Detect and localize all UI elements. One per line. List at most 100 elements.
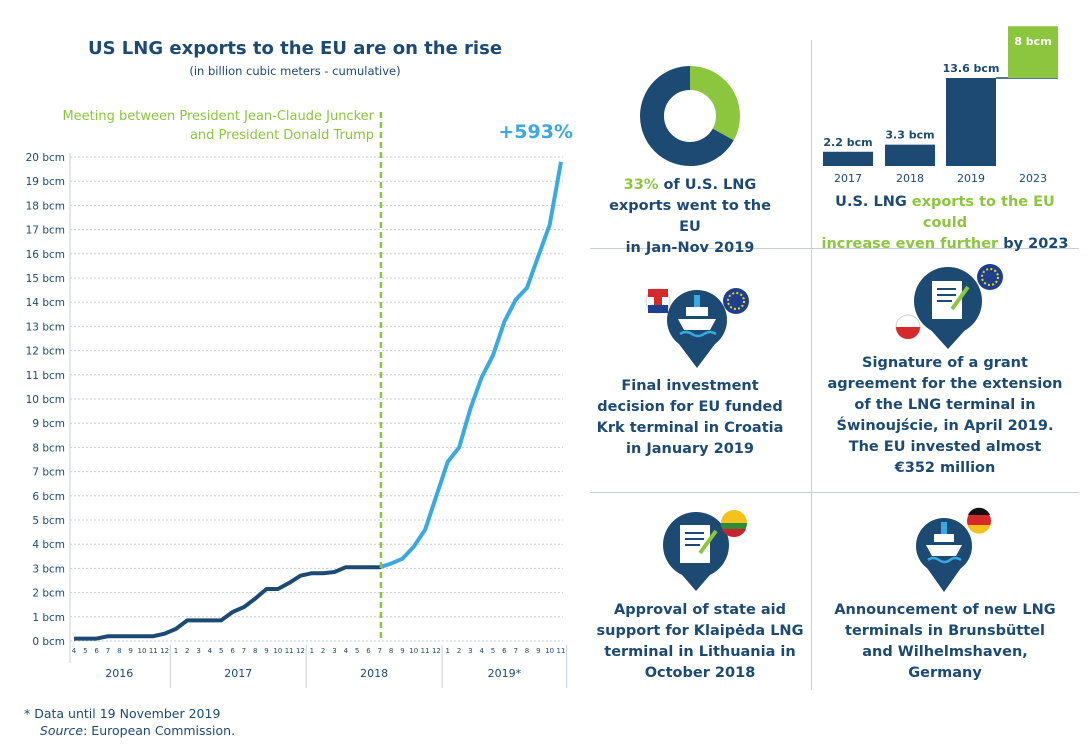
poland-flag-icon xyxy=(895,314,921,340)
x-month-label: 8 xyxy=(117,647,121,655)
x-month-label: 1 xyxy=(310,647,314,655)
x-month-label: 7 xyxy=(106,647,110,655)
x-month-label: 1 xyxy=(446,647,450,655)
bar-data-label: 3.3 bcm xyxy=(885,129,934,142)
y-tick-label: 6 bcm xyxy=(32,491,65,503)
page-title: US LNG exports to the EU are on the rise xyxy=(87,38,503,59)
eu-share-line3: in Jan-Nov 2019 xyxy=(625,240,755,256)
x-month-label: 2 xyxy=(321,647,325,655)
klaipeda-line: support for Klaipėda LNG xyxy=(596,623,804,639)
x-year-label: 2017 xyxy=(224,667,252,680)
x-month-label: 2 xyxy=(457,647,461,655)
x-month-label: 11 xyxy=(557,647,566,655)
footnote-data-note: * Data until 19 November 2019 xyxy=(24,706,221,721)
y-tick-label: 3 bcm xyxy=(32,563,65,575)
y-tick-label: 2 bcm xyxy=(32,588,65,600)
x-month-label: 9 xyxy=(536,647,540,655)
x-month-label: 12 xyxy=(432,647,441,655)
krk-line: decision for EU funded xyxy=(597,399,783,415)
footnote-source: Source: European Commission. xyxy=(24,722,235,739)
x-month-label: 12 xyxy=(296,647,305,655)
eu-share-text: 33% of U.S. LNG exports went to the EU i… xyxy=(596,175,784,259)
germany-line: and Wilhelmshaven, xyxy=(862,644,1028,660)
bar-caption-highlight1: exports to the EU could xyxy=(911,194,1055,231)
croatia-flag-icon xyxy=(645,288,671,314)
source-text: : European Commission. xyxy=(83,723,236,738)
bar xyxy=(1008,26,1058,78)
y-tick-label: 0 bcm xyxy=(32,636,65,648)
growth-annotation: +593% xyxy=(498,121,573,143)
x-month-label: 2 xyxy=(185,647,189,655)
x-month-label: 5 xyxy=(355,647,359,655)
y-tick-label: 12 bcm xyxy=(26,346,65,358)
bar-category-label: 2023 xyxy=(1019,172,1047,185)
y-tick-label: 20 bcm xyxy=(26,152,65,164)
x-month-label: 7 xyxy=(513,647,517,655)
x-month-label: 4 xyxy=(344,647,349,655)
exports-by-year-bar-chart: 2.2 bcm 2017 3.3 bcm 2018 13.6 bcm 2019 8 bcm 2… xyxy=(823,26,1058,185)
x-year-label: 2019* xyxy=(488,667,522,680)
divider-horizontal-1 xyxy=(590,248,1079,249)
krk-line: in January 2019 xyxy=(626,441,754,457)
swin-line: of the LNG terminal in xyxy=(854,397,1036,413)
x-month-label: 10 xyxy=(137,647,146,655)
meeting-annotation-line2: and President Donald Trump xyxy=(190,128,374,143)
bar-data-label: 8 bcm xyxy=(1014,35,1051,48)
x-month-label: 9 xyxy=(400,647,404,655)
ship-pin-icon xyxy=(645,288,749,368)
x-month-label: 5 xyxy=(491,647,495,655)
bar-caption-part1: U.S. LNG xyxy=(835,194,912,210)
cumulative-exports-line-chart: 0 bcm 1 bcm 2 bcm 3 bcm 4 bcm 5 bcm 6 bcm 7 bcm… xyxy=(26,109,573,688)
swin-line: Signature of a grant xyxy=(862,355,1028,371)
germany-flag-icon xyxy=(967,507,991,534)
bar xyxy=(946,78,996,166)
swin-line: €352 million xyxy=(894,460,996,476)
krk-terminal-text: Final investment decision for EU funded … xyxy=(596,376,784,460)
x-month-label: 9 xyxy=(128,647,132,655)
eu-share-percent: 33% xyxy=(623,177,659,193)
x-month-label: 11 xyxy=(421,647,430,655)
divider-horizontal-2 xyxy=(590,492,1079,493)
x-month-label: 12 xyxy=(160,647,169,655)
y-tick-label: 7 bcm xyxy=(32,467,65,479)
series-line-before-meeting xyxy=(74,564,382,641)
x-year-label: 2016 xyxy=(105,667,133,680)
ship-pin-icon xyxy=(916,507,991,592)
eu-flag-icon xyxy=(723,288,749,314)
y-tick-label: 13 bcm xyxy=(26,321,65,333)
swinoujscie-terminal-text: Signature of a grant agreement for the e… xyxy=(820,353,1070,479)
x-month-label: 4 xyxy=(479,647,484,655)
x-month-label: 10 xyxy=(273,647,282,655)
eu-share-donut-chart xyxy=(640,66,740,166)
y-tick-label: 5 bcm xyxy=(32,515,65,527)
x-month-label: 7 xyxy=(242,647,246,655)
document-pin-icon xyxy=(663,510,747,591)
y-tick-label: 18 bcm xyxy=(26,200,65,212)
x-month-label: 3 xyxy=(196,647,200,655)
source-label: Source xyxy=(39,723,84,738)
y-tick-label: 8 bcm xyxy=(32,442,65,454)
x-month-label: 11 xyxy=(149,647,158,655)
bar-chart-caption: U.S. LNG exports to the EU could increas… xyxy=(812,192,1078,255)
klaipeda-line: October 2018 xyxy=(644,665,756,681)
divider-vertical xyxy=(811,40,812,690)
swin-line: Świnoujście, in April 2019. xyxy=(836,418,1054,434)
x-month-label: 3 xyxy=(332,647,336,655)
x-month-label: 6 xyxy=(502,647,507,655)
germany-terminals-text: Announcement of new LNG terminals in Bru… xyxy=(820,600,1070,684)
x-month-label: 4 xyxy=(208,647,213,655)
bar-caption-highlight2: increase even further xyxy=(821,236,999,252)
bar xyxy=(823,151,873,166)
x-month-label: 6 xyxy=(366,647,371,655)
x-month-label: 5 xyxy=(83,647,87,655)
y-tick-label: 11 bcm xyxy=(26,370,65,382)
eu-flag-icon xyxy=(977,264,1003,290)
klaipeda-line: Approval of state aid xyxy=(614,602,786,618)
x-month-label: 11 xyxy=(285,647,294,655)
swin-line: agreement for the extension xyxy=(827,376,1063,392)
y-tick-label: 4 bcm xyxy=(32,539,65,551)
y-tick-label: 9 bcm xyxy=(32,418,65,430)
germany-line: Announcement of new LNG xyxy=(834,602,1056,618)
y-tick-label: 15 bcm xyxy=(26,273,65,285)
bar-data-label: 13.6 bcm xyxy=(943,62,1000,75)
